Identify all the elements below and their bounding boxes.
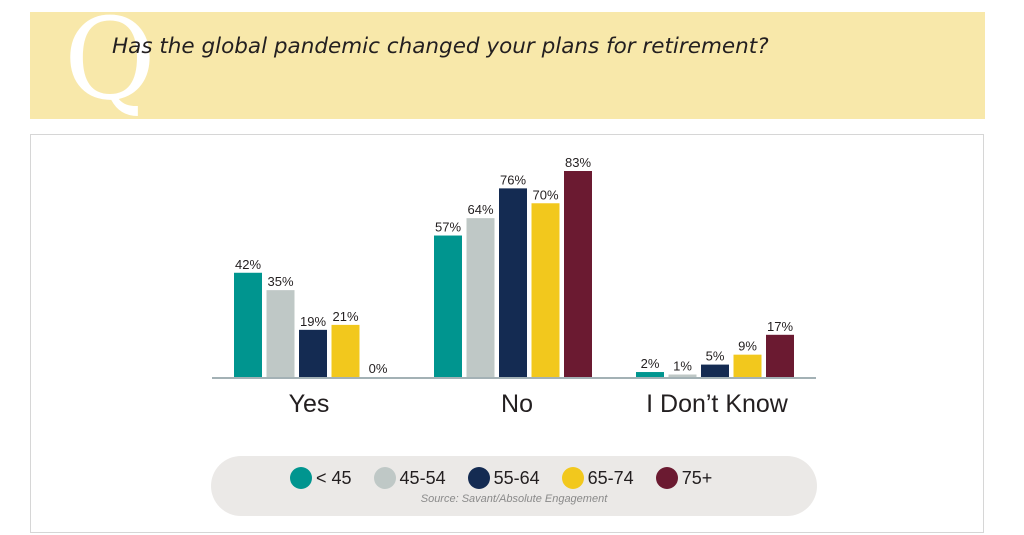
legend-item: < 45 <box>290 467 352 489</box>
data-label: 5% <box>706 349 725 364</box>
legend-label: 65-74 <box>587 467 634 488</box>
legend-swatch <box>561 467 584 489</box>
q-letter: Q <box>64 0 156 125</box>
legend-swatch <box>655 467 678 489</box>
bar-1-1 <box>466 218 495 377</box>
source-note: Source: Savant/Absolute Engagement <box>420 493 608 505</box>
bar-1-0 <box>434 235 462 377</box>
category-label: No <box>501 390 533 418</box>
data-label: 1% <box>673 359 692 374</box>
category-label: Yes <box>289 390 330 418</box>
data-label: 19% <box>300 314 326 329</box>
data-label: 9% <box>738 339 757 354</box>
data-label: 35% <box>267 274 293 289</box>
legend-item: 75+ <box>655 467 713 489</box>
bar-1-3 <box>531 203 560 377</box>
bar-2-4 <box>766 334 794 377</box>
legend: < 45 45-54 55-64 65-74 75+ Source: Savant/Ab… <box>211 456 817 516</box>
legend-items: < 45 45-54 55-64 65-74 75+ <box>290 467 734 489</box>
data-label: 21% <box>332 309 358 324</box>
legend-swatch <box>467 467 490 489</box>
legend-swatch <box>290 467 312 489</box>
legend-label: 75+ <box>681 467 713 488</box>
legend-label: 55-64 <box>493 467 540 488</box>
bar-2-2 <box>701 364 729 377</box>
bar-2-1 <box>668 374 697 377</box>
legend-label: 45-54 <box>399 467 446 488</box>
bar-2-0 <box>636 372 664 377</box>
data-label: 2% <box>641 356 660 371</box>
data-label: 57% <box>435 220 461 235</box>
data-label: 76% <box>500 172 526 187</box>
category-label: I Don’t Know <box>646 390 789 418</box>
bar-1-4 <box>564 171 592 377</box>
bar-0-2 <box>299 329 327 377</box>
legend-item: 55-64 <box>467 467 540 489</box>
data-label: 0% <box>369 361 388 376</box>
question-banner: Q Has the global pandemic changed your p… <box>30 4 985 119</box>
bar-2-3 <box>733 354 762 377</box>
bar-0-1 <box>266 290 295 377</box>
bar-0-3 <box>331 324 360 377</box>
legend-swatch <box>373 467 396 489</box>
question-title: Has the global pandemic changed your pla… <box>112 34 769 59</box>
legend-item: 45-54 <box>373 467 446 489</box>
bar-1-2 <box>499 188 527 377</box>
data-label: 64% <box>467 202 493 217</box>
data-label: 83% <box>565 155 591 170</box>
legend-label: < 45 <box>316 467 352 488</box>
bar-0-0 <box>234 272 262 377</box>
data-label: 42% <box>235 257 261 272</box>
data-label: 70% <box>532 187 558 202</box>
data-label: 17% <box>767 319 793 334</box>
legend-item: 65-74 <box>561 467 634 489</box>
